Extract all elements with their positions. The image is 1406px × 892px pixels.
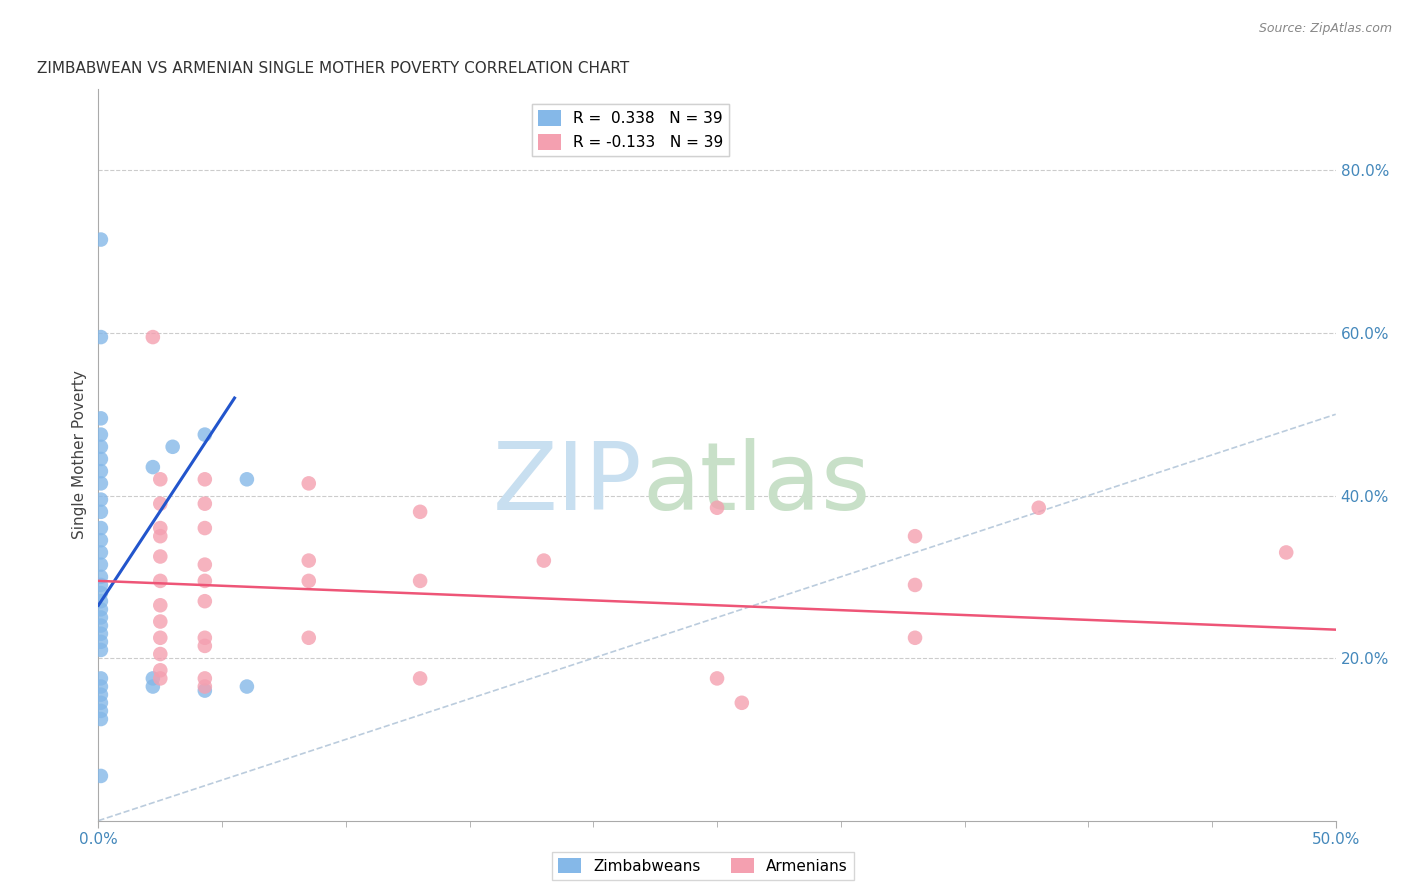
Point (194, 631, 217, 645)
Text: atlas: atlas (643, 438, 872, 530)
Point (90, 533, 112, 548)
Point (149, 521, 172, 535)
Point (90, 440, 112, 454)
Point (236, 472, 259, 486)
Point (142, 330, 165, 344)
Point (90, 688, 112, 702)
Point (149, 663, 172, 677)
Text: ZIMBABWEAN VS ARMENIAN SINGLE MOTHER POVERTY CORRELATION CHART: ZIMBABWEAN VS ARMENIAN SINGLE MOTHER POV… (37, 61, 628, 76)
Point (90, 476, 112, 491)
Point (90, 643, 112, 657)
Point (90, 233, 112, 247)
Point (149, 672, 172, 686)
Point (90, 618, 112, 632)
Point (162, 440, 184, 454)
Point (90, 635, 112, 649)
Point (149, 615, 172, 629)
Text: ZIP: ZIP (494, 438, 643, 530)
Point (194, 574, 217, 588)
Point (409, 574, 432, 588)
Point (194, 594, 217, 608)
Point (90, 521, 112, 535)
Point (90, 464, 112, 478)
Point (409, 505, 432, 519)
Point (90, 330, 112, 344)
Point (90, 492, 112, 507)
Point (149, 647, 172, 661)
Point (149, 472, 172, 486)
Point (904, 631, 927, 645)
Point (149, 599, 172, 613)
Point (194, 472, 217, 486)
Point (298, 574, 321, 588)
Point (90, 672, 112, 686)
Point (90, 769, 112, 783)
Point (194, 639, 217, 653)
Point (194, 680, 217, 694)
Point (533, 553, 555, 567)
Point (194, 521, 217, 535)
Point (194, 683, 217, 698)
Point (90, 696, 112, 710)
Point (90, 411, 112, 425)
Point (194, 672, 217, 686)
Point (90, 626, 112, 640)
Point (142, 672, 165, 686)
Point (194, 558, 217, 572)
Point (142, 680, 165, 694)
Point (90, 602, 112, 616)
Point (90, 427, 112, 442)
Point (90, 570, 112, 584)
Point (90, 680, 112, 694)
Point (90, 704, 112, 718)
Point (194, 427, 217, 442)
Point (90, 558, 112, 572)
Point (1028, 500, 1050, 515)
Point (194, 497, 217, 511)
Point (149, 529, 172, 543)
Point (731, 696, 754, 710)
Point (90, 505, 112, 519)
Y-axis label: Single Mother Poverty: Single Mother Poverty (72, 370, 87, 540)
Point (409, 672, 432, 686)
Legend: R =  0.338   N = 39, R = -0.133   N = 39: R = 0.338 N = 39, R = -0.133 N = 39 (531, 104, 730, 156)
Point (298, 553, 321, 567)
Point (236, 680, 259, 694)
Point (149, 549, 172, 564)
Point (904, 578, 927, 592)
Point (90, 545, 112, 559)
Point (142, 460, 165, 475)
Point (298, 476, 321, 491)
Point (706, 500, 728, 515)
Point (90, 594, 112, 608)
Legend: Zimbabweans, Armenians: Zimbabweans, Armenians (553, 852, 853, 880)
Point (90, 578, 112, 592)
Point (149, 631, 172, 645)
Point (149, 574, 172, 588)
Point (1275, 545, 1298, 559)
Point (90, 712, 112, 726)
Point (90, 586, 112, 600)
Point (90, 610, 112, 624)
Point (149, 497, 172, 511)
Point (90, 452, 112, 467)
Point (298, 631, 321, 645)
Text: Source: ZipAtlas.com: Source: ZipAtlas.com (1258, 22, 1392, 36)
Point (706, 672, 728, 686)
Point (904, 529, 927, 543)
